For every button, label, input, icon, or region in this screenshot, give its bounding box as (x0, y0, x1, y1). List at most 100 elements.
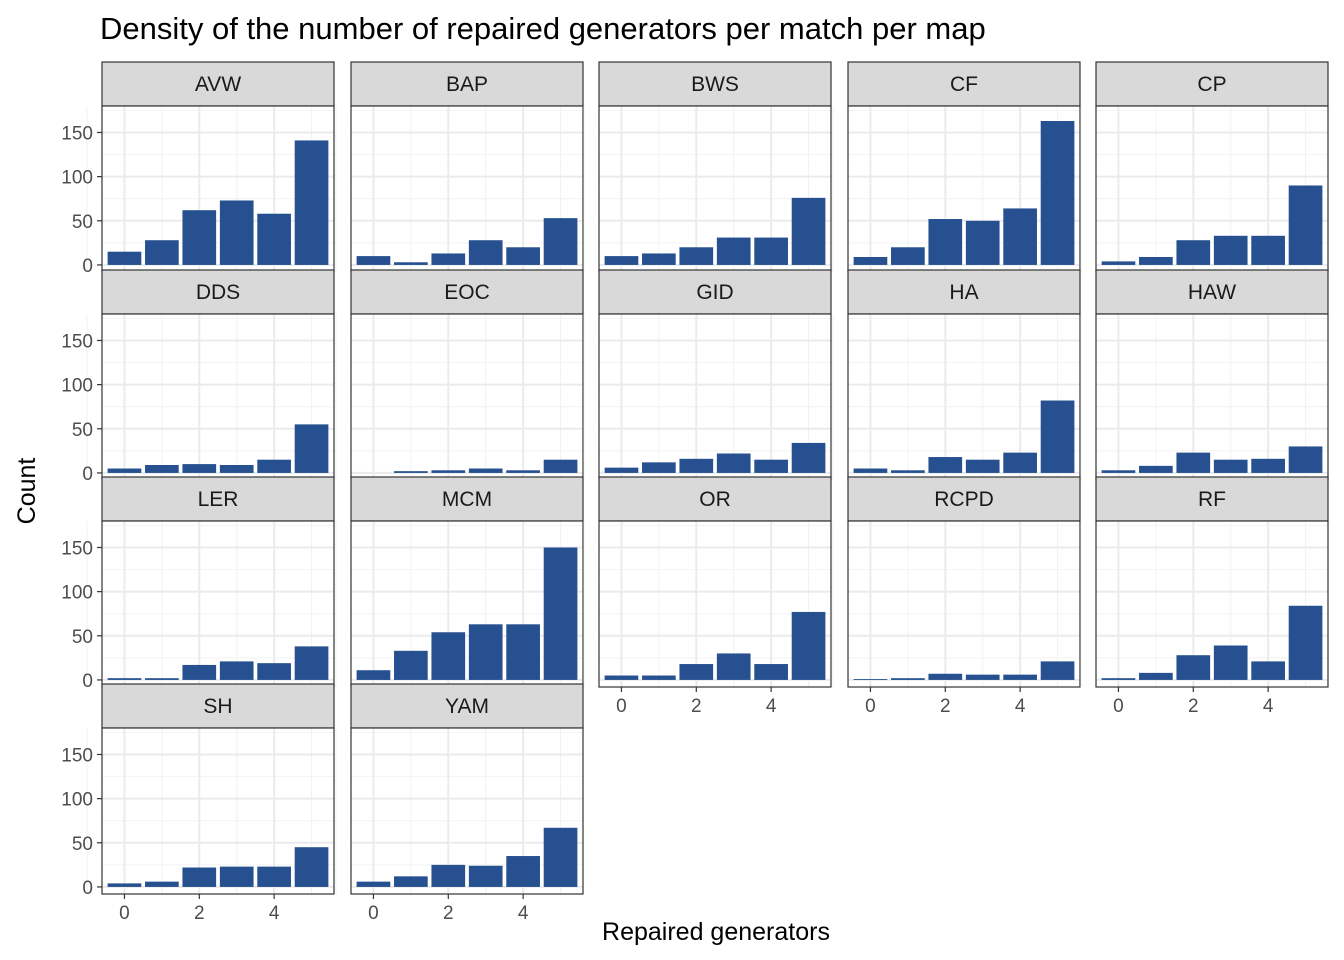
bar (1176, 452, 1211, 473)
bar (716, 453, 751, 473)
bar (468, 624, 503, 680)
facet-strip (101, 61, 335, 107)
facet-strip-label: SH (203, 695, 232, 718)
bar (145, 464, 179, 473)
bar (604, 467, 639, 473)
facet-strip-label: HAW (1188, 281, 1236, 304)
bar (356, 881, 391, 887)
bar (219, 661, 254, 680)
panel-dds: DDS 0 50 100 150 (61, 269, 335, 485)
facet-strip-label: AVW (195, 73, 241, 96)
bar (928, 457, 963, 473)
bar (145, 881, 179, 887)
x-tick-label: 4 (1263, 696, 1274, 717)
bar (431, 632, 466, 680)
bar (543, 218, 578, 265)
y-tick-label: 0 (82, 464, 93, 485)
bar (107, 468, 142, 473)
panel-or: OR 0 2 4 (583, 476, 832, 717)
facet-strip-label: CP (1197, 73, 1226, 96)
bar (107, 883, 142, 887)
panel-eoc: EOC (335, 269, 584, 481)
facet-strip-label: MCM (442, 488, 492, 511)
x-tick-label: 2 (940, 696, 951, 717)
facet-strip-label: BAP (446, 73, 488, 96)
y-tick-label: 50 (72, 834, 93, 855)
facet-strip-label: RF (1198, 488, 1226, 511)
facet-strip-label: HA (949, 281, 978, 304)
x-tick-label: 4 (518, 903, 529, 924)
panel-rcpd: RCPD 0 2 4 (832, 476, 1081, 717)
bar (1251, 458, 1285, 473)
bar (1003, 452, 1037, 473)
bar (257, 213, 291, 265)
x-tick-label: 2 (194, 903, 205, 924)
y-tick-label: 150 (61, 331, 93, 352)
bar (1101, 470, 1136, 473)
bar (219, 866, 254, 887)
bar (1176, 240, 1211, 265)
panel-rf: RF 0 2 4 (1080, 476, 1329, 717)
bar (853, 256, 888, 265)
facet-strip (1095, 476, 1329, 522)
bar (791, 611, 826, 680)
bar (182, 664, 217, 680)
bar (754, 237, 788, 265)
bar (543, 827, 578, 887)
bar (1101, 261, 1136, 265)
panel-border (101, 727, 335, 895)
bar (1288, 185, 1323, 265)
panel-cp: CP (1080, 61, 1329, 273)
bar (356, 670, 391, 680)
bar (891, 470, 925, 473)
x-tick-label: 0 (119, 903, 130, 924)
bar (928, 673, 963, 680)
bar (1139, 465, 1173, 473)
bar (1213, 235, 1248, 265)
x-tick-label: 4 (269, 903, 280, 924)
facet-strip-label: YAM (445, 695, 489, 718)
bar (679, 664, 714, 680)
bar (853, 679, 888, 680)
bar (219, 464, 254, 473)
panel-bws: BWS (583, 61, 832, 273)
bar (431, 253, 466, 265)
x-tick-label: 2 (443, 903, 454, 924)
bar (928, 219, 963, 265)
bar (1213, 645, 1248, 680)
bar (431, 470, 466, 473)
bar (394, 876, 428, 887)
panel-sh: SH 0 50 100 150 0 2 4 (61, 683, 335, 924)
bar (182, 210, 217, 265)
bar (257, 866, 291, 887)
y-tick-label: 150 (61, 538, 93, 559)
bar (716, 237, 751, 265)
panel-border (350, 727, 584, 895)
chart-title: Density of the number of repaired genera… (100, 11, 986, 46)
facet-strip-label: LER (198, 488, 239, 511)
bar (294, 847, 329, 887)
bar (257, 663, 291, 680)
bar (506, 624, 540, 680)
bar (506, 856, 540, 887)
facet-strip (598, 476, 832, 522)
panel-background (848, 521, 1080, 687)
facet-strip (1095, 269, 1329, 315)
panel-bap: BAP (335, 61, 584, 273)
bar (543, 547, 578, 680)
y-axis-title: Count (13, 458, 41, 525)
facet-strip-label: OR (699, 488, 731, 511)
facet-strip (350, 61, 584, 107)
y-tick-label: 100 (61, 376, 93, 397)
panel-yam: YAM 0 2 4 (335, 683, 584, 924)
panel-mcm: MCM (335, 476, 584, 688)
bar (257, 459, 291, 473)
bar (182, 867, 217, 887)
panel-border (1095, 520, 1329, 688)
bar (468, 468, 503, 473)
bar (1251, 661, 1285, 680)
bar (754, 459, 788, 473)
facet-strip (350, 683, 584, 729)
bar (679, 247, 714, 265)
y-tick-label: 100 (61, 790, 93, 811)
